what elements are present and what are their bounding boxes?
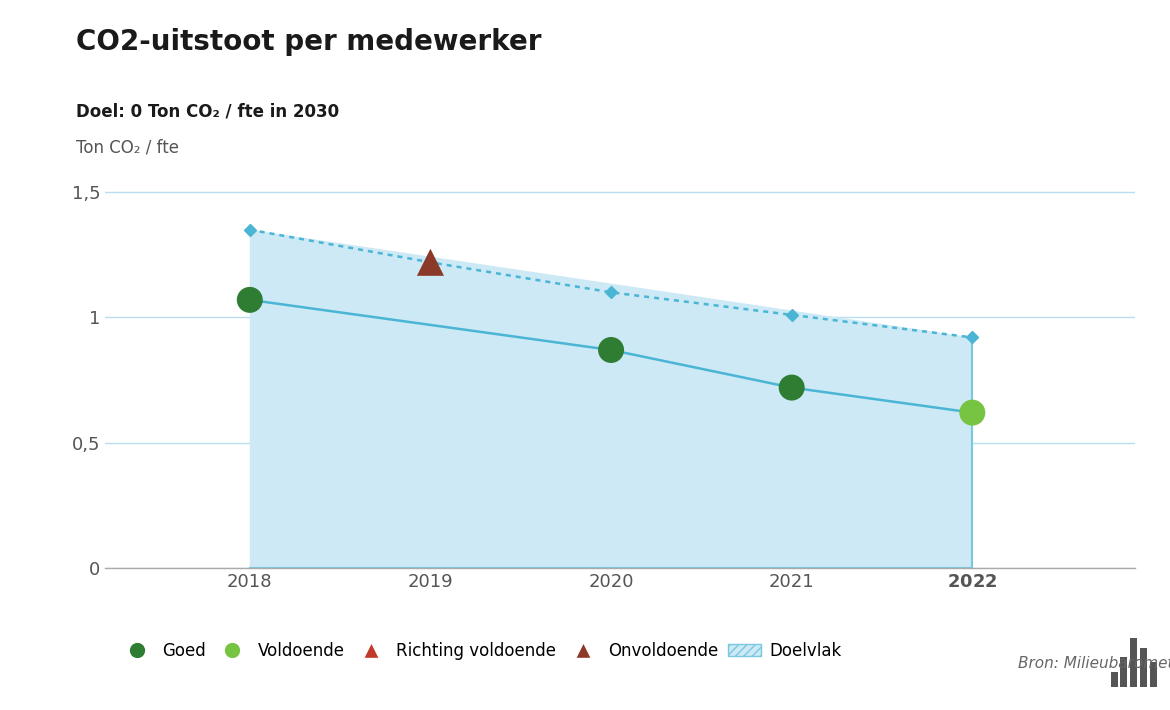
Text: Ton CO₂ / fte: Ton CO₂ / fte xyxy=(76,138,179,156)
Text: Doel: 0 Ton CO₂ / fte in 2030: Doel: 0 Ton CO₂ / fte in 2030 xyxy=(76,103,339,121)
Point xyxy=(421,256,440,268)
Point xyxy=(783,382,801,393)
Bar xyxy=(1110,672,1117,687)
Bar xyxy=(1121,657,1128,687)
Bar xyxy=(1130,638,1137,687)
Bar xyxy=(1150,662,1157,687)
Point xyxy=(241,294,260,305)
Bar xyxy=(1140,648,1147,687)
Legend: Goed, Voldoende, Richting voldoende, Onvoldoende, Doelvlak: Goed, Voldoende, Richting voldoende, Onv… xyxy=(113,635,848,666)
Polygon shape xyxy=(250,230,972,568)
Text: Bron: Milieubarometer Stimular: Bron: Milieubarometer Stimular xyxy=(1018,656,1170,671)
Point xyxy=(963,407,982,418)
Point xyxy=(601,344,620,356)
Text: CO2-uitstoot per medewerker: CO2-uitstoot per medewerker xyxy=(76,28,542,56)
